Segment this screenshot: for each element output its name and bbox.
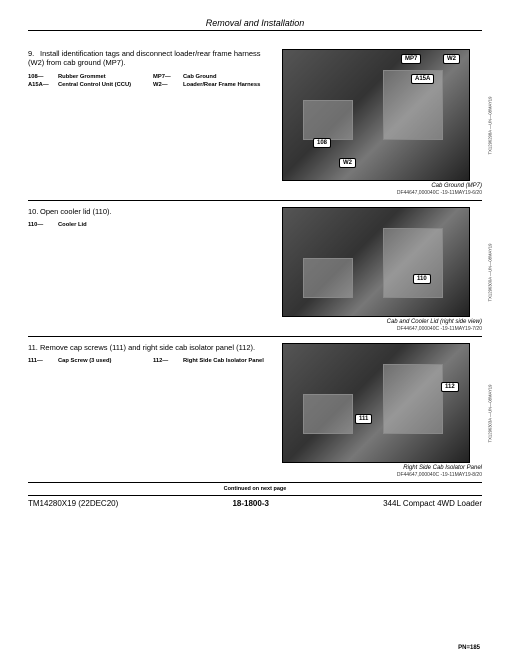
legend: 108—Rubber GrommetA15A—Central Control U… — [28, 74, 272, 91]
photo: 110 — [282, 207, 470, 317]
page: Removal and Installation 9.Install ident… — [0, 0, 510, 508]
step-instruction: 9.Install identification tags and discon… — [28, 49, 272, 68]
step: 9.Install identification tags and discon… — [28, 43, 482, 201]
figure-caption: Cab and Cooler Lid (right side view) — [282, 319, 482, 325]
footer-center: 18-1800-3 — [232, 499, 268, 508]
callout-label: 111 — [355, 414, 372, 424]
step-image-column: MP7W2A15A108W2TX1296298A —UN—08MAY19Cab … — [282, 49, 482, 196]
footer-right: 344L Compact 4WD Loader — [383, 499, 482, 508]
footer-left: TM14280X19 (22DEC20) — [28, 499, 118, 508]
callout-label: W2 — [339, 158, 356, 168]
figure-ref: TX1296303A —UN—08MAY19 — [488, 384, 493, 442]
callout-label: 110 — [413, 274, 431, 284]
callout-label: 108 — [313, 138, 331, 148]
step: 11.Remove cap screws (111) and right sid… — [28, 337, 482, 483]
steps-container: 9.Install identification tags and discon… — [28, 43, 482, 483]
legend: 111—Cap Screw (3 used)112—Right Side Cab… — [28, 358, 272, 367]
figure-caption: Cab Ground (MP7) — [282, 183, 482, 189]
step-instruction: 11.Remove cap screws (111) and right sid… — [28, 343, 272, 352]
step-instruction: 10.Open cooler lid (110). — [28, 207, 272, 216]
callout-label: A15A — [411, 74, 434, 84]
photo: 111 112 — [282, 343, 470, 463]
callout-label: MP7 — [401, 54, 421, 64]
callout-label: W2 — [443, 54, 460, 64]
figure-caption: Right Side Cab Isolator Panel — [282, 465, 482, 471]
figure-ref: TX1296300A —UN—08MAY19 — [488, 243, 493, 301]
figure-subcaption: DF44647,000040C -19-11MAY19-8/20 — [282, 472, 482, 478]
photo: MP7 W2 A15A 108 W2 — [282, 49, 470, 181]
step-text-column: 9.Install identification tags and discon… — [28, 49, 276, 196]
step-text-column: 11.Remove cap screws (111) and right sid… — [28, 343, 276, 478]
step-text-column: 10.Open cooler lid (110). 110—Cooler Lid — [28, 207, 276, 332]
step-image-column: 111112TX1296303A —UN—08MAY19Right Side C… — [282, 343, 482, 478]
legend: 110—Cooler Lid — [28, 222, 272, 231]
page-number: PN=185 — [458, 645, 480, 651]
footer: TM14280X19 (22DEC20) 18-1800-3 344L Comp… — [28, 496, 482, 508]
figure-subcaption: DF44647,000040C -19-11MAY19-6/20 — [282, 190, 482, 196]
continued-note: Continued on next page — [28, 483, 482, 496]
callout-label: 112 — [441, 382, 459, 392]
figure-subcaption: DF44647,000040C -19-11MAY19-7/20 — [282, 326, 482, 332]
step: 10.Open cooler lid (110).110—Cooler Lid1… — [28, 201, 482, 337]
section-header: Removal and Installation — [28, 18, 482, 31]
step-image-column: 110TX1296300A —UN—08MAY19Cab and Cooler … — [282, 207, 482, 332]
figure-ref: TX1296298A —UN—08MAY19 — [488, 96, 493, 154]
